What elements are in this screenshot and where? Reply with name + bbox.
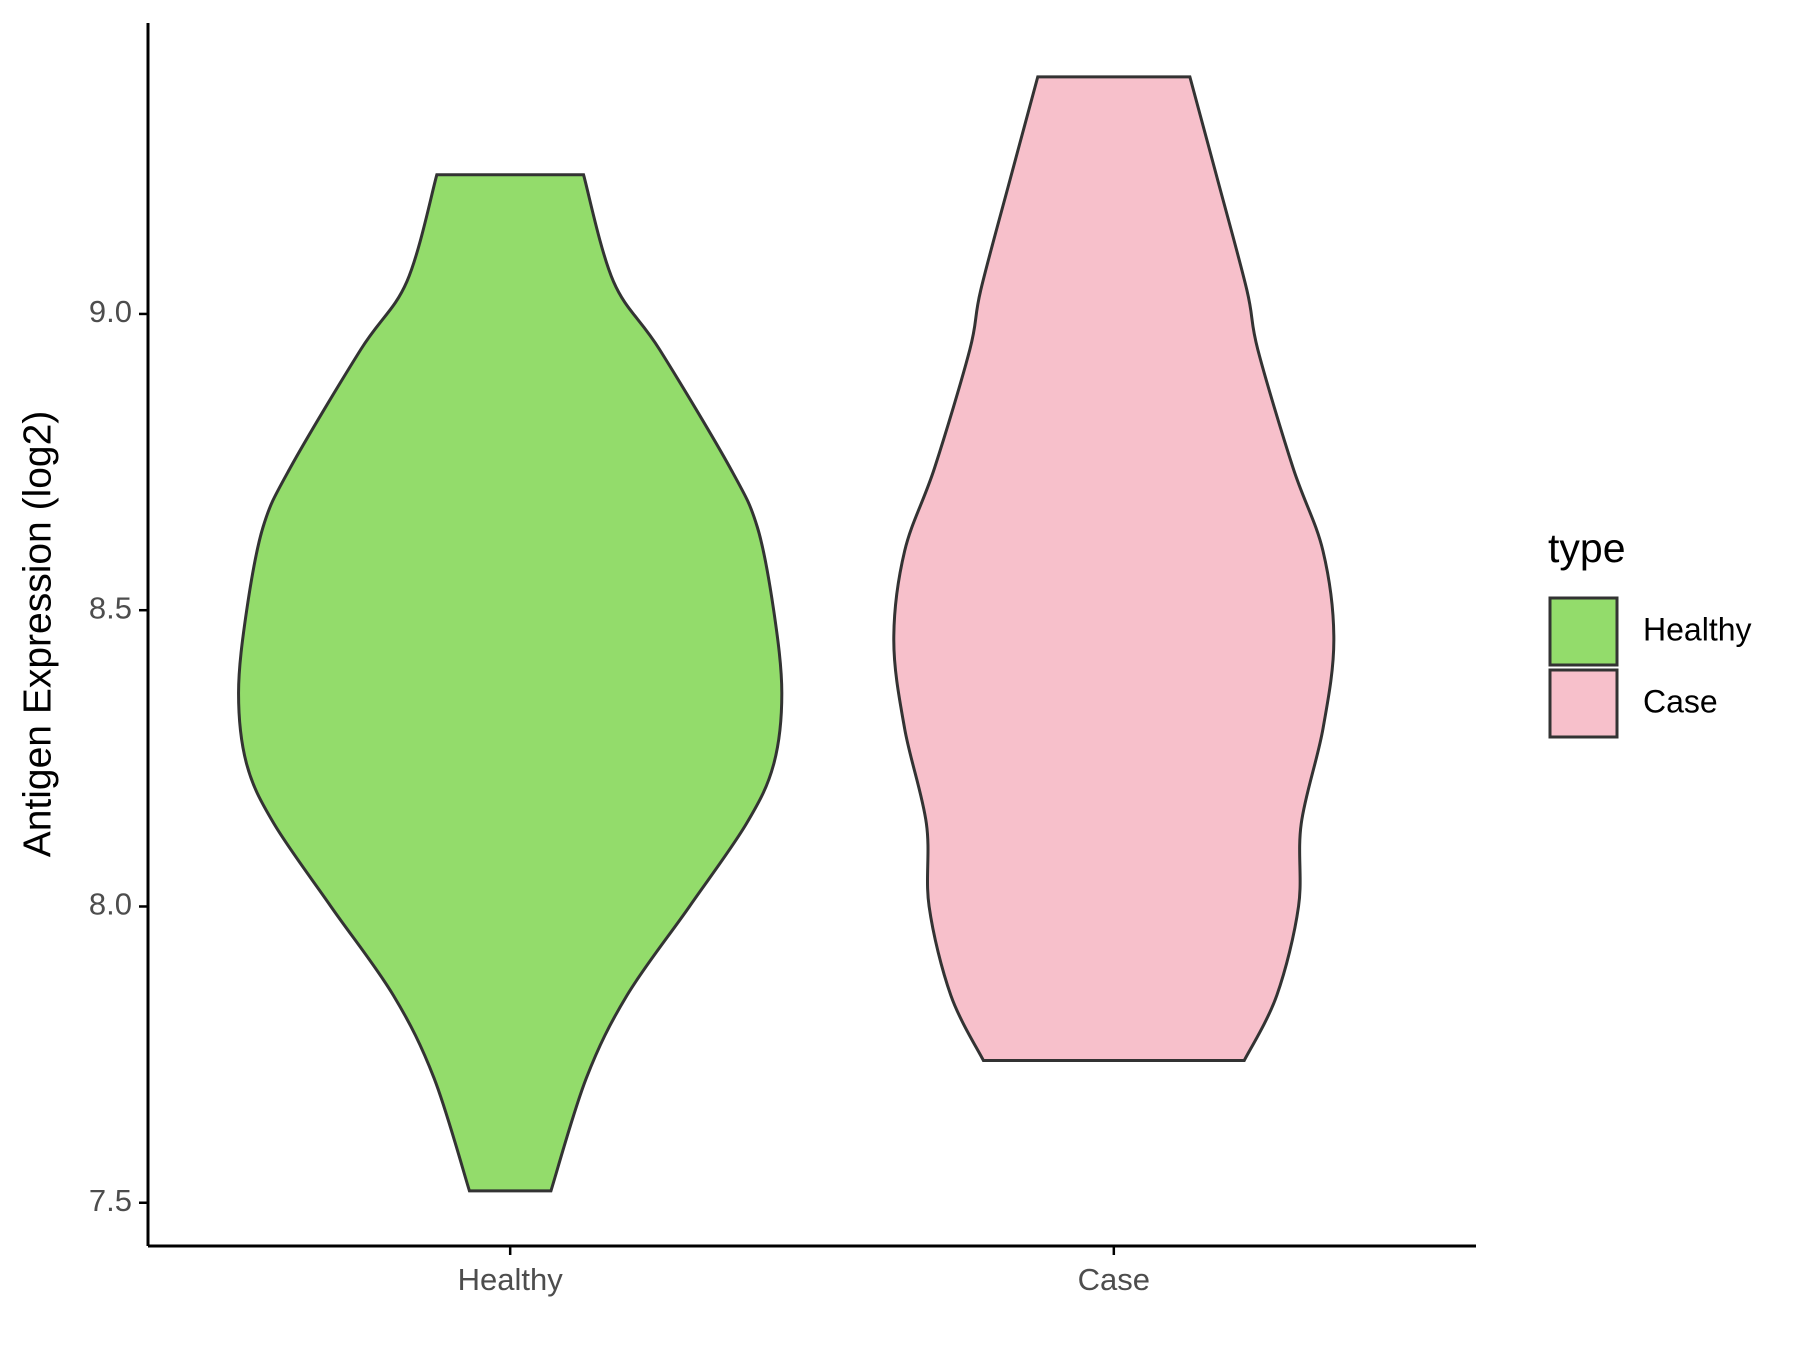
legend-label: Healthy xyxy=(1643,611,1752,647)
x-tick-label: Healthy xyxy=(458,1262,564,1297)
y-tick-label: 8.0 xyxy=(89,887,132,922)
legend-key xyxy=(1548,668,1619,739)
violin xyxy=(892,75,1336,1063)
y-tick-label: 7.5 xyxy=(89,1183,132,1218)
x-tick-label: Case xyxy=(1078,1262,1150,1297)
legend-key xyxy=(1548,596,1619,667)
y-tick-label: 9.0 xyxy=(89,294,132,329)
legend-label: Case xyxy=(1643,683,1718,719)
y-axis-title: Antigen Expression (log2) xyxy=(16,411,59,858)
y-tick-label: 8.5 xyxy=(89,590,132,625)
legend-title: type xyxy=(1548,525,1626,571)
violin xyxy=(237,173,784,1193)
